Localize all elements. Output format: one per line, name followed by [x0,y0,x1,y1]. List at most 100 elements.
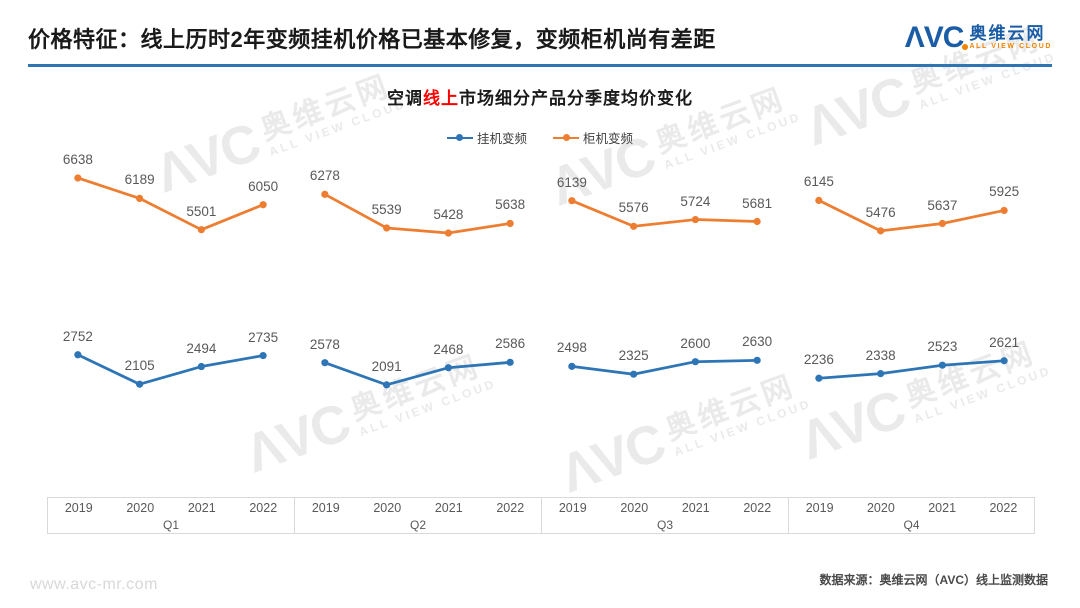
axis-year-label: 2020 [126,501,155,515]
data-label-guiji-Q3-2021: 5724 [680,193,711,209]
data-label-guaji-Q2-2019: 2578 [309,336,340,352]
data-label-guaji-Q4-2022: 2621 [989,334,1020,350]
axis-group-Q4: 2019 2020 2021 2022 Q4 [788,498,1035,533]
data-point-guiji-Q1-2021 [197,226,205,234]
data-label-guiji-Q3-2019: 6139 [556,174,587,190]
series-line-guiji-Q4 [818,199,1005,233]
data-point-guiji-Q1-2020 [136,194,144,203]
axis-year-label: 2020 [620,501,649,515]
footer-data-source: 数据来源：奥维云网（AVC）线上监测数据 [819,573,1048,587]
axis-year-label: 2022 [249,501,278,515]
chart-title: 空调线上市场细分产品分季度均价变化 [387,89,693,108]
data-label-guiji-Q1-2019: 6638 [62,151,93,167]
data-point-guiji-Q2-2019 [321,190,329,198]
data-label-guaji-Q4-2021: 2523 [927,339,958,355]
data-label-guaji-Q1-2022: 2735 [248,329,279,345]
data-label-guaji-Q3-2022: 2630 [742,334,773,350]
axis-quarter-label-Q3: Q3 [656,518,673,532]
data-label-guiji-Q4-2021: 5637 [927,197,958,213]
data-label-guaji-Q4-2020: 2338 [865,347,896,363]
data-point-guiji-Q3-2019 [568,197,576,205]
data-point-guaji-Q2-2022 [506,358,514,366]
axis-quarter-label-Q4: Q4 [903,518,920,532]
data-point-guiji-Q1-2019 [74,174,82,182]
data-label-guaji-Q1-2021: 2494 [186,340,217,356]
avc-logo: ΛVC 奥维云网 ALL VIEW CLOUD [905,23,1052,53]
series-line-guaji-Q4 [818,359,1005,380]
axis-year-label: 2020 [866,501,895,515]
legend-line-marker-icon [446,134,473,142]
data-label-guiji-Q3-2022: 5681 [742,195,773,211]
data-label-guaji-Q4-2019: 2236 [803,352,834,368]
data-point-guaji-Q3-2020 [630,370,638,378]
data-point-guaji-Q1-2022 [259,351,267,360]
series-line-guaji-Q3 [571,358,758,376]
axis-year-label: 2021 [434,501,463,515]
data-point-guiji-Q3-2022 [753,217,761,226]
axis-year-label: 2021 [187,501,216,515]
data-label-guaji-Q3-2021: 2600 [680,335,711,351]
data-label-guiji-Q2-2022: 5638 [495,197,526,213]
legend-item-guiji: 柜机变频 [553,128,633,147]
axis-year-label: 2019 [558,501,587,515]
data-label-guaji-Q2-2022: 2586 [495,336,526,352]
data-label-guaji-Q3-2020: 2325 [618,348,649,364]
axis-year-label: 2019 [64,501,93,515]
axis-year-label: 2021 [928,501,957,515]
avc-logo-mark: ΛVC [905,23,969,53]
legend-line-marker-icon [553,134,579,142]
data-point-guiji-Q2-2020 [383,224,391,232]
data-label-guaji-Q3-2019: 2498 [556,340,587,356]
header: 价格特征：线上历时2年变频挂机价格已基本修复，变频柜机尚有差距 ΛVC 奥维云网… [28,14,1052,62]
data-point-guiji-Q4-2022 [1000,206,1008,215]
data-point-guaji-Q4-2019 [815,374,823,382]
x-axis: 2019 2020 2021 2022 Q1 2019 2020 2021 2022 Q2 2019… [47,497,1035,534]
page-title: 价格特征：线上历时2年变频挂机价格已基本修复，变频柜机尚有差距 [28,27,716,52]
data-point-guiji-Q3-2021 [691,215,699,224]
data-point-guiji-Q2-2021 [444,229,452,237]
axis-year-label: 2019 [805,501,834,515]
data-point-guiji-Q3-2020 [630,222,638,230]
axis-year-label: 2022 [989,501,1018,515]
axis-group-Q2: 2019 2020 2021 2022 Q2 [294,498,541,533]
axis-year-label: 2022 [496,501,525,515]
axis-year-label: 2019 [311,501,340,515]
axis-group-Q3: 2019 2020 2021 2022 Q3 [541,498,788,533]
data-point-guaji-Q3-2022 [753,356,761,364]
data-label-guaji-Q1-2020: 2105 [124,358,155,374]
axis-group-Q1: 2019 2020 2021 2022 Q1 [47,498,294,533]
logo-name-cn: 奥维云网 [969,24,1046,44]
data-label-guaji-Q2-2021: 2468 [433,341,464,357]
data-label-guiji-Q2-2020: 5539 [371,201,402,217]
data-point-guiji-Q2-2022 [506,219,514,228]
axis-year-label: 2021 [681,501,710,515]
chart-title-highlight: 线上 [423,89,459,108]
data-label-guiji-Q3-2020: 5576 [618,200,649,216]
data-point-guiji-Q4-2021 [938,219,946,228]
chart-plot-area: 2752 2105 2494 2735 2578 2091 2468 2586 2498 2325… [47,145,1035,497]
data-point-guiji-Q4-2019 [815,196,823,205]
axis-year-label: 2022 [743,501,772,515]
data-point-guaji-Q4-2020 [877,370,885,378]
logo-orange-dot-icon [962,44,969,50]
data-point-guaji-Q1-2019 [74,351,82,359]
data-point-guaji-Q4-2022 [1000,357,1008,365]
data-point-guiji-Q4-2020 [877,227,885,235]
data-label-guiji-Q4-2019: 6145 [803,174,834,190]
data-label-guiji-Q2-2019: 6278 [309,168,340,184]
data-label-guiji-Q4-2022: 5925 [989,184,1020,200]
data-point-guiji-Q1-2022 [259,201,267,209]
chart-legend: 挂机变频 柜机变频 [0,128,1080,147]
data-point-guaji-Q2-2020 [383,381,391,389]
series-line-guaji-Q2 [324,360,511,387]
data-label-guaji-Q2-2020: 2091 [371,358,402,374]
chart-canvas [74,174,1008,389]
series-line-guiji-Q3 [571,199,758,228]
series-line-guiji-Q1 [77,176,264,232]
data-point-guaji-Q4-2021 [938,361,946,369]
series-line-guaji-Q1 [77,353,264,386]
data-point-guaji-Q3-2021 [691,358,699,366]
legend-item-guaji: 挂机变频 [446,128,527,147]
axis-year-label: 2020 [373,501,402,515]
data-point-guaji-Q2-2019 [321,359,329,367]
